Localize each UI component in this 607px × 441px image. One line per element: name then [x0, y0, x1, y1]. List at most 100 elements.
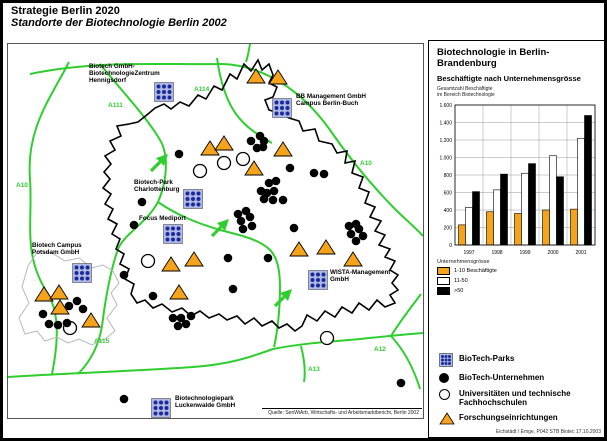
airplane-arrow-icon — [156, 154, 168, 166]
biotech-park-dot — [171, 226, 175, 231]
company-marker — [236, 216, 246, 226]
biotech-park-dot — [191, 197, 195, 201]
university-marker — [192, 163, 208, 179]
x-tick-label: 1998 — [491, 250, 502, 256]
biotech-park-dot — [74, 271, 79, 275]
biotech-park-dot — [280, 100, 284, 105]
company-marker — [62, 318, 72, 328]
road-a111-a115 — [77, 63, 167, 375]
biotech-park-dot — [176, 232, 181, 236]
legend-row-research: Forschungseinrichtungen — [439, 412, 599, 425]
bar-chart: 0 200 400 600 800 1.000 1.200 1.400 1.600 1997 199… — [439, 103, 596, 256]
swatch-black — [437, 287, 450, 295]
research-marker — [268, 69, 288, 85]
legend-label: Universitäten und technische Fachhochsch… — [459, 389, 571, 408]
airplane-arrow-icon — [217, 219, 229, 231]
berlin-boundary — [101, 58, 400, 333]
company-marker — [263, 253, 273, 263]
biotech-park-dot — [167, 90, 172, 94]
biotech-park-dot — [274, 100, 279, 105]
company-marker — [238, 224, 248, 234]
company-marker — [319, 169, 329, 179]
plot-border — [454, 104, 596, 246]
map-markers — [34, 68, 406, 418]
company-marker — [176, 313, 186, 323]
potsdam-boundary — [18, 250, 120, 346]
company-marker — [258, 142, 268, 152]
biotech-park-dot — [285, 106, 290, 110]
research-marker — [34, 286, 54, 302]
bar — [472, 191, 480, 246]
research-marker — [214, 135, 234, 151]
x-tick-label: 1997 — [463, 250, 474, 256]
bar — [458, 224, 466, 246]
road-a114 — [216, 57, 273, 144]
x-tick-label: 2001 — [575, 250, 586, 256]
biotech-park-dot — [196, 191, 201, 196]
biotech-park-dot — [153, 400, 158, 405]
biotech-park-dot — [274, 106, 279, 110]
biotech-park-dot — [310, 272, 315, 277]
biotech-park-dot — [310, 278, 315, 282]
company-marker — [119, 270, 129, 280]
swatch-white — [437, 277, 450, 285]
company-marker — [44, 319, 54, 329]
biotech-park-dot — [167, 84, 172, 89]
info-panel: Biotechnologie in Berlin-Brandenburg Bes… — [428, 40, 604, 438]
company-marker — [174, 149, 184, 159]
biotech-park-dot — [321, 278, 326, 282]
biotech-park-dot — [191, 191, 195, 196]
company-marker — [268, 195, 278, 205]
bar — [542, 209, 550, 246]
biotech-park-dot — [153, 406, 158, 410]
research-marker — [169, 284, 189, 300]
company-marker — [289, 223, 299, 233]
company-marker — [173, 321, 183, 331]
research-marker — [184, 251, 204, 267]
company-marker — [309, 168, 319, 178]
road-a13 — [300, 345, 306, 383]
company-marker — [346, 229, 356, 239]
bar — [514, 213, 522, 246]
biotech-park-dot — [280, 111, 284, 116]
road-spur — [245, 44, 251, 63]
research-marker — [343, 251, 363, 267]
research-institution-icon — [439, 412, 459, 425]
company-marker — [233, 209, 243, 219]
biotech-park-dot — [156, 90, 161, 94]
chart-ylabel: Gesamtzahl Beschäftigte im Bereich Biote… — [437, 86, 495, 98]
company-marker — [354, 224, 364, 234]
biotech-park-dot — [167, 95, 172, 100]
legend-label: >50 — [454, 288, 464, 294]
company-marker — [264, 178, 274, 188]
legend-label: BioTech-Unternehmen — [459, 373, 545, 382]
company-marker — [271, 176, 281, 186]
biotech-park-dot — [164, 411, 169, 416]
legend-label: Forschungseinrichtungen — [459, 413, 558, 423]
legend-item-medium: 11-50 — [437, 277, 497, 285]
airplane-arrow-icon — [149, 160, 162, 173]
airplane-arrow-icon — [273, 295, 286, 308]
bar — [577, 137, 585, 246]
biotech-park-dot — [171, 232, 175, 236]
biotech-park-dot — [196, 197, 201, 201]
research-marker — [161, 256, 181, 272]
company-marker — [351, 236, 361, 246]
biotech-park-dot — [74, 276, 79, 281]
biotech-park-dot — [165, 232, 170, 236]
legend-item-large: >50 — [437, 287, 497, 295]
y-tick-label: 0 — [449, 243, 452, 249]
bar — [528, 163, 536, 246]
biotech-park-dot — [176, 237, 181, 242]
university-marker — [235, 151, 251, 167]
road-a10-east — [222, 63, 423, 237]
company-marker — [186, 311, 196, 321]
company-marker — [72, 296, 82, 306]
road-a12-south — [390, 335, 421, 390]
biotech-park-dot — [185, 202, 190, 207]
legend-label: 11-50 — [454, 278, 468, 284]
company-marker — [64, 301, 74, 311]
biotech-park-dot — [85, 265, 90, 270]
research-marker — [273, 141, 293, 157]
university-marker — [216, 155, 232, 171]
